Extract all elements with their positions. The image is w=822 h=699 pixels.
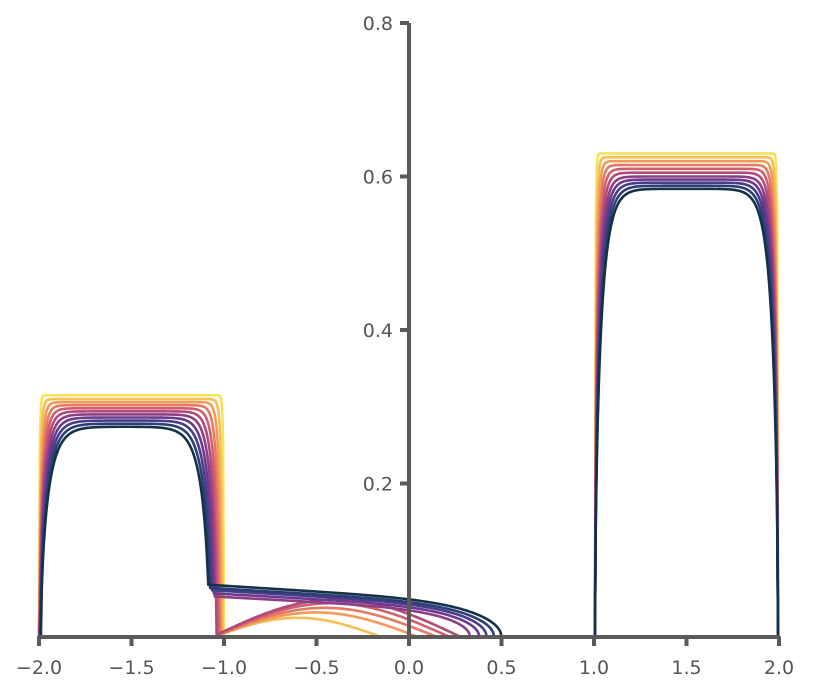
x-tick-label: 1.0 [579, 657, 609, 679]
x-tick-label: −1.0 [201, 657, 247, 679]
x-tick-label: −2.0 [16, 657, 62, 679]
y-tick-label: 0.8 [363, 13, 393, 35]
x-tick-label: 0.0 [394, 657, 424, 679]
y-tick-label: 0.2 [363, 474, 393, 496]
x-tick-label: −1.5 [108, 657, 154, 679]
y-tick-label: 0.4 [363, 320, 393, 342]
x-tick-label: 0.5 [486, 657, 516, 679]
x-tick-label: −0.5 [293, 657, 339, 679]
axes: −2.0 −1.5 −1.0 −0.5 0.0 0.5 1.0 1.5 2.0 0.2 0.4 0.6… [16, 13, 794, 679]
y-tick-label: 0.6 [363, 167, 393, 189]
x-tick-label: 1.5 [671, 657, 701, 679]
x-tick-label: 2.0 [764, 657, 794, 679]
